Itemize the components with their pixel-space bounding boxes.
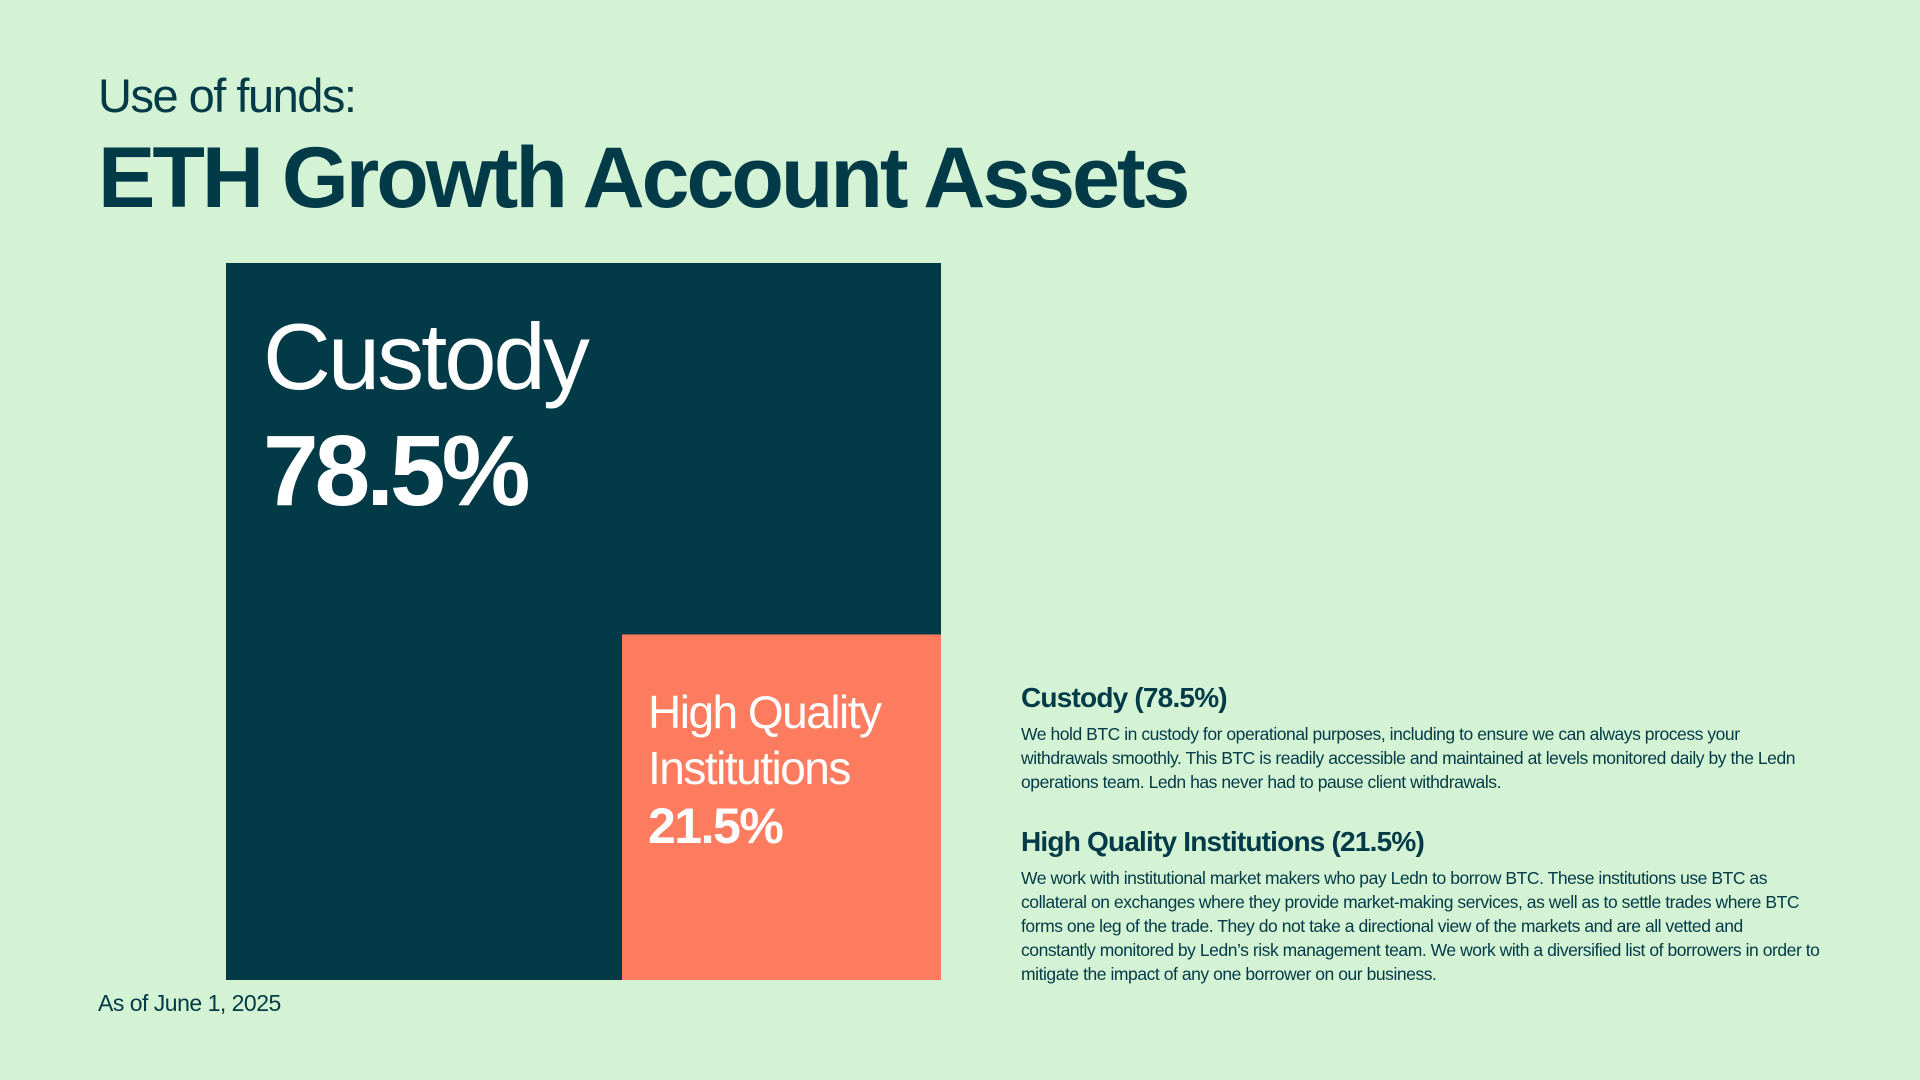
page-header: Use of funds: ETH Growth Account Assets bbox=[98, 66, 1190, 228]
notes-panel: Custody (78.5%) We hold BTC in custody f… bbox=[1021, 680, 1821, 986]
note-custody-heading: Custody (78.5%) bbox=[1021, 682, 1228, 713]
hqi-tile-name: High Quality Institutions bbox=[648, 686, 882, 794]
note-hqi-body: We work with institutional market makers… bbox=[1021, 868, 1820, 984]
custody-tile-value: 78.5% bbox=[263, 415, 531, 527]
page-title: ETH Growth Account Assets bbox=[98, 130, 1190, 226]
custody-tile-name: Custody bbox=[263, 304, 590, 409]
note-custody: Custody (78.5%) We hold BTC in custody f… bbox=[1021, 680, 1821, 794]
as-of-date: As of June 1, 2025 bbox=[98, 990, 281, 1016]
page-subtitle: Use of funds: bbox=[98, 69, 357, 122]
note-custody-body: We hold BTC in custody for operational p… bbox=[1021, 724, 1796, 792]
note-hqi-heading: High Quality Institutions (21.5%) bbox=[1021, 826, 1425, 857]
note-hqi: High Quality Institutions (21.5%) We wor… bbox=[1021, 824, 1821, 986]
hqi-tile-value: 21.5% bbox=[648, 798, 784, 854]
